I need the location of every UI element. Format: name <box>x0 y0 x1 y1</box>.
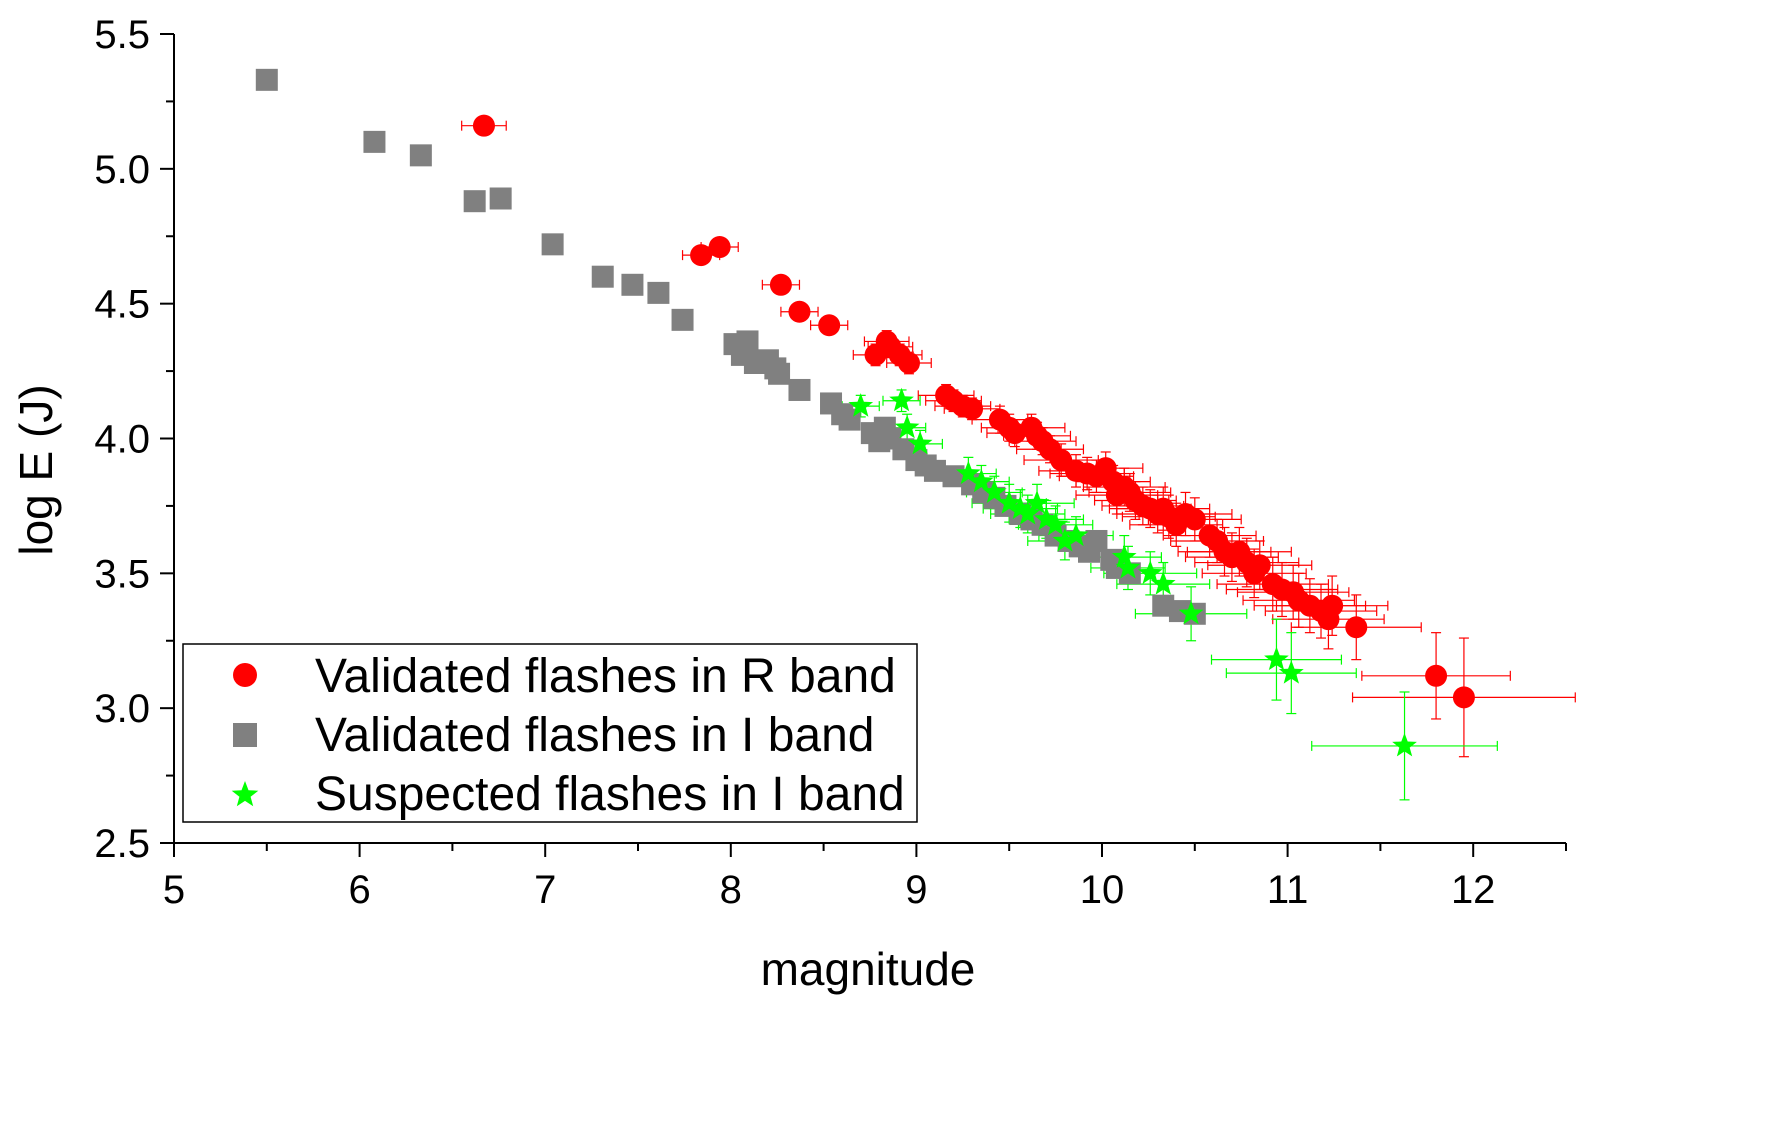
data-point-i-band <box>647 281 670 304</box>
data-point-i-band <box>363 130 386 153</box>
x-tick-label: 9 <box>905 868 927 912</box>
data-point-i-band <box>768 362 791 385</box>
data-point-r-band <box>1345 616 1368 639</box>
data-point-i-band <box>463 190 486 213</box>
data-point-r-band <box>708 236 731 259</box>
data-point-suspected <box>996 490 1022 514</box>
data-point-i-band <box>1085 529 1108 552</box>
data-point-r-band <box>1248 554 1271 577</box>
data-point-suspected <box>982 479 1007 503</box>
data-point-i-band <box>788 378 811 401</box>
data-point-suspected <box>956 460 981 485</box>
legend: Validated flashes in R band Validated fl… <box>182 643 918 823</box>
x-tick-label: 8 <box>720 868 742 912</box>
data-point-i-band <box>409 144 432 167</box>
data-point-r-band <box>1452 686 1475 709</box>
x-tick-label: 11 <box>1267 868 1309 912</box>
legend-marker-suspected <box>231 781 259 807</box>
data-point-suspected <box>894 414 920 439</box>
y-tick-label: 3.0 <box>94 687 150 731</box>
y-tick-label: 5.0 <box>94 148 150 192</box>
legend-marker-r-band <box>233 663 257 687</box>
y-tick-label: 2.5 <box>94 822 150 866</box>
data-point-i-band <box>255 68 278 91</box>
data-point-suspected <box>907 430 933 455</box>
data-point-suspected <box>1115 554 1141 579</box>
x-axis-ticks: 5 6 7 8 9 10 11 12 <box>163 843 1567 912</box>
data-point-i-band <box>591 265 614 288</box>
data-point-r-band <box>1321 594 1344 617</box>
y-tick-label: 5.5 <box>94 13 150 57</box>
data-point-suspected <box>1043 511 1068 536</box>
data-markers <box>255 68 1475 757</box>
data-point-r-band <box>818 314 841 337</box>
data-point-r-band <box>1183 508 1206 531</box>
y-axis-title: log E (J) <box>10 384 62 555</box>
data-point-suspected <box>1024 490 1050 514</box>
axes: 5 6 7 8 9 10 11 12 2.5 3.0 3.5 4.0 4.5 5.0 5.5 <box>94 13 1567 912</box>
data-point-suspected <box>1052 528 1078 552</box>
data-point-suspected <box>1137 560 1163 584</box>
data-point-r-band <box>961 397 984 420</box>
data-point-i-band <box>923 459 946 482</box>
x-tick-label: 12 <box>1451 868 1496 912</box>
data-point-suspected <box>1063 522 1089 547</box>
data-point-r-band <box>788 300 811 323</box>
data-point-suspected <box>1111 544 1137 568</box>
x-tick-label: 10 <box>1080 868 1125 912</box>
y-axis-ticks: 2.5 3.0 3.5 4.0 4.5 5.0 5.5 <box>94 13 174 866</box>
data-point-suspected <box>1392 732 1417 757</box>
x-tick-label: 7 <box>534 868 556 912</box>
data-point-r-band <box>897 351 920 374</box>
data-point-suspected <box>969 468 994 493</box>
data-point-suspected <box>889 387 914 412</box>
data-point-i-band <box>489 187 512 210</box>
data-point-suspected <box>1278 660 1304 684</box>
data-point-suspected <box>1008 495 1033 520</box>
data-point-suspected <box>1178 600 1204 625</box>
data-point-suspected <box>1015 501 1041 525</box>
legend-box <box>182 643 918 823</box>
data-point-suspected <box>848 393 874 417</box>
data-point-r-band <box>769 273 792 296</box>
legend-label-i-band: Validated flashes in I band <box>315 709 875 762</box>
y-tick-label: 3.5 <box>94 552 150 596</box>
data-point-i-band <box>671 308 694 331</box>
legend-marker-i-band <box>233 723 257 747</box>
x-axis-title: magnitude <box>761 943 976 995</box>
x-tick-label: 6 <box>348 868 370 912</box>
y-tick-label: 4.0 <box>94 418 150 462</box>
data-point-i-band <box>541 233 564 256</box>
legend-label-suspected: Suspected flashes in I band <box>315 768 905 821</box>
data-point-suspected <box>1034 506 1059 530</box>
y-tick-label: 4.5 <box>94 283 150 327</box>
data-point-r-band <box>1003 422 1026 445</box>
data-point-i-band <box>1152 594 1175 617</box>
data-point-r-band <box>1425 664 1448 687</box>
data-point-i-band <box>736 330 759 353</box>
x-tick-label: 5 <box>163 868 185 912</box>
data-point-suspected <box>1150 571 1176 595</box>
data-point-r-band <box>690 244 713 267</box>
data-point-suspected <box>1264 646 1289 671</box>
legend-label-r-band: Validated flashes in R band <box>315 650 896 703</box>
data-point-i-band <box>621 273 644 296</box>
data-point-r-band <box>472 114 495 137</box>
